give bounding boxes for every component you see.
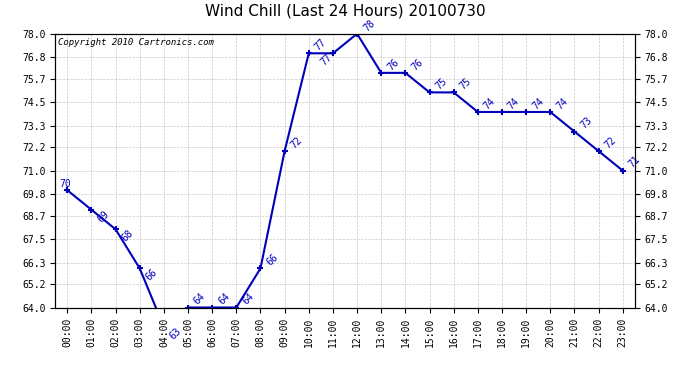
Text: 70: 70 — [59, 179, 70, 189]
Text: 72: 72 — [603, 135, 618, 150]
Text: 69: 69 — [96, 209, 111, 224]
Text: 75: 75 — [458, 76, 473, 92]
Text: 74: 74 — [506, 96, 522, 111]
Text: 74: 74 — [482, 96, 497, 111]
Text: Wind Chill (Last 24 Hours) 20100730: Wind Chill (Last 24 Hours) 20100730 — [205, 4, 485, 19]
Text: 76: 76 — [410, 57, 425, 72]
Text: 78: 78 — [362, 18, 377, 33]
Text: 66: 66 — [144, 267, 159, 283]
Text: 76: 76 — [386, 57, 401, 72]
Text: 74: 74 — [555, 96, 570, 111]
Text: 68: 68 — [120, 228, 135, 244]
Text: 64: 64 — [193, 291, 208, 307]
Text: 75: 75 — [434, 76, 449, 92]
Text: 74: 74 — [531, 96, 546, 111]
Text: Copyright 2010 Cartronics.com: Copyright 2010 Cartronics.com — [58, 38, 214, 47]
Text: 73: 73 — [579, 116, 594, 131]
Text: 77: 77 — [319, 53, 335, 68]
Text: 66: 66 — [265, 252, 280, 268]
Text: 63: 63 — [168, 326, 184, 342]
Text: 64: 64 — [217, 291, 232, 307]
Text: 64: 64 — [241, 291, 256, 307]
Text: 77: 77 — [313, 37, 328, 52]
Text: 72: 72 — [289, 135, 304, 150]
Text: 71: 71 — [627, 154, 642, 170]
